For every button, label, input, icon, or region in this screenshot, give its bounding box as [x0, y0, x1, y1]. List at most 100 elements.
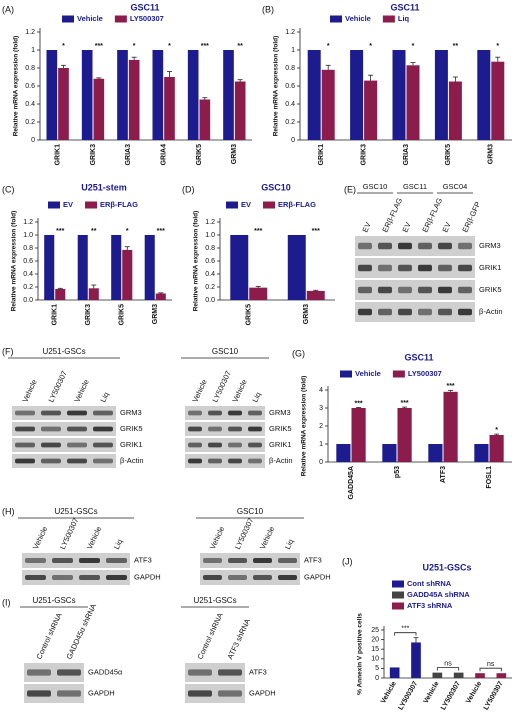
bar — [364, 80, 378, 140]
significance-label: ** — [91, 228, 97, 235]
y-tick-label: 1.2 — [25, 29, 35, 36]
y-tick-label: 1.0 — [23, 232, 33, 239]
panel-label: (D) — [182, 184, 195, 194]
lane-label: EV — [360, 221, 372, 234]
panel-label: (E) — [344, 184, 356, 194]
legend-label: Cont shRNA — [407, 579, 452, 588]
blot-band — [15, 426, 35, 432]
bar — [81, 50, 93, 140]
blot-band — [188, 442, 202, 448]
y-tick-label: 0 — [375, 675, 379, 682]
legend-swatch — [263, 201, 276, 209]
blot-band — [188, 669, 212, 676]
chart-title: GSC11 — [404, 352, 433, 362]
blot-band — [67, 426, 87, 432]
x-tick-label: GRIK3 — [360, 144, 367, 166]
y-tick-label: 1.2 — [285, 29, 295, 36]
blot-band — [228, 410, 242, 416]
blot-band — [25, 557, 46, 564]
y-axis-label: Relative mRNA expression (fold) — [193, 211, 200, 312]
y-tick-label: 5 — [375, 665, 379, 672]
x-tick-label: LY500307 — [440, 680, 462, 711]
bar — [382, 444, 397, 462]
significance-label: * — [133, 43, 136, 50]
y-tick-label: 4 — [319, 387, 323, 394]
bar — [117, 50, 128, 140]
panel-label: (C) — [2, 184, 15, 194]
lane-label: LY500307 — [46, 369, 68, 403]
blot-band — [93, 442, 113, 448]
x-tick-label: GRM3 — [303, 304, 310, 324]
x-tick-label: GRM3 — [231, 144, 238, 164]
significance-label: * — [168, 43, 171, 50]
blot-band — [188, 458, 202, 464]
blot-band — [79, 574, 100, 581]
blot-band — [41, 426, 61, 432]
blot-strip — [200, 553, 300, 568]
y-tick-label: 1.2 — [23, 219, 33, 226]
blot-band — [208, 410, 222, 416]
blot-band — [253, 557, 272, 564]
bar — [306, 290, 325, 300]
lane-label: EV — [440, 221, 452, 234]
blot-band — [25, 574, 46, 581]
panel-label: (I) — [2, 597, 11, 607]
bar — [111, 235, 122, 300]
blot-band — [358, 264, 372, 272]
blot-band — [57, 669, 81, 676]
y-axis-label: Relative mRNA expression (fold) — [273, 36, 280, 137]
y-tick-label: 1 — [31, 47, 35, 54]
lane-label: ATF3 shRNA — [225, 617, 252, 660]
bar — [443, 391, 458, 462]
panel-label: (H) — [2, 506, 15, 516]
x-tick-label: ATF3 — [440, 466, 447, 483]
significance-label: * — [62, 43, 65, 50]
blot-row-label: GRIK5 — [479, 285, 502, 294]
legend-swatch — [382, 15, 395, 23]
bar — [144, 235, 155, 300]
blot-band — [228, 442, 242, 448]
blot-row-label: GRIK1 — [120, 440, 143, 449]
blot-band — [228, 574, 247, 581]
blot-band — [418, 242, 432, 250]
legend-swatch — [340, 370, 352, 378]
blot-strip — [355, 280, 475, 300]
blot-band — [208, 426, 222, 432]
bar — [434, 50, 448, 140]
significance-label: *** — [400, 400, 408, 407]
y-tick-label: 1 — [291, 47, 295, 54]
x-tick-label: GRIA4 — [161, 144, 168, 166]
bar — [496, 673, 507, 678]
blot-band — [27, 669, 51, 676]
x-tick-label: p53 — [394, 466, 401, 478]
blot-group-title: GSC10 — [212, 347, 239, 356]
significance-label: *** — [157, 228, 165, 235]
blot-row-label: β-Actin — [479, 307, 503, 316]
blot-row-label: GRM3 — [120, 408, 142, 417]
blot-band — [418, 308, 432, 316]
y-tick-label: 0.2 — [23, 284, 33, 291]
bar — [155, 293, 166, 300]
blot-band — [248, 458, 262, 464]
bar — [223, 50, 234, 140]
chart-title: GSC11 — [130, 2, 159, 12]
y-tick-label: 1 — [319, 441, 323, 448]
blot-strip — [24, 684, 84, 703]
x-tick-label: Vehicle — [465, 680, 483, 704]
y-tick-label: 3 — [319, 405, 323, 412]
x-tick-label: GADD45A — [348, 466, 355, 499]
bar — [152, 50, 164, 140]
lane-label: LY500307 — [58, 516, 80, 550]
legend-swatch — [392, 591, 404, 599]
x-tick-label: FOSL1 — [486, 466, 493, 489]
lane-label: Vehicle — [230, 378, 248, 404]
blot-band — [438, 242, 452, 250]
panel-label: (G) — [292, 348, 305, 358]
y-tick-label: 0.8 — [205, 245, 215, 252]
blot-band — [458, 286, 472, 294]
blot-strip — [12, 454, 116, 468]
x-tick-label: Vehicle — [423, 680, 441, 704]
y-tick-label: 0 — [319, 459, 323, 466]
legend-swatch — [330, 15, 342, 23]
bar — [477, 50, 491, 140]
